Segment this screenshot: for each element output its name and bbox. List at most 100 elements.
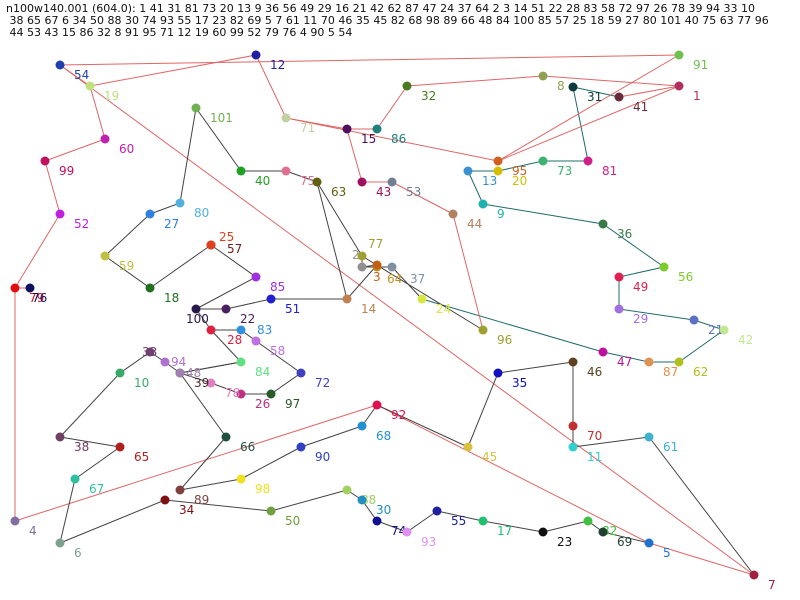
tour-edge-89-66: [179, 436, 227, 491]
node-93: [402, 527, 412, 537]
tour-edge-48-84: [179, 361, 242, 374]
node-label-86: 86: [391, 132, 406, 146]
node-31: [568, 82, 578, 92]
node-label-19: 19: [104, 89, 119, 103]
header-line: n100w140.001 (604.0): 1 41 31 81 73 20 1…: [6, 2, 755, 15]
tour-edge-3-14: [346, 264, 378, 300]
tour-edge-35-45: [467, 372, 499, 448]
node-79: [10, 283, 20, 293]
node-label-1: 1: [693, 89, 701, 103]
node-17: [478, 516, 488, 526]
tour-edge-54-19: [59, 64, 91, 87]
node-label-101: 101: [210, 111, 233, 125]
node-label-98: 98: [255, 482, 270, 496]
node-label-68: 68: [376, 429, 391, 443]
node-label-15: 15: [361, 132, 376, 146]
node-label-65: 65: [134, 450, 149, 464]
node-94: [160, 357, 170, 367]
tour-edge-90-98: [240, 446, 302, 480]
node-2: [357, 262, 367, 272]
tour-edge-77-96: [361, 255, 484, 331]
tour-edge-61-11: [572, 436, 650, 448]
node-99: [40, 156, 50, 166]
node-label-8: 8: [557, 79, 565, 93]
node-38: [55, 432, 65, 442]
node-label-11: 11: [587, 450, 602, 464]
node-48: [175, 368, 185, 378]
node-36: [598, 219, 608, 229]
tour-edge-73-20: [497, 160, 544, 172]
node-9: [478, 199, 488, 209]
node-62: [674, 357, 684, 367]
node-84: [236, 357, 246, 367]
node-label-60: 60: [119, 142, 134, 156]
tour-edge-54-7: [59, 64, 755, 576]
node-96: [478, 325, 488, 335]
node-86: [372, 124, 382, 134]
node-label-6: 6: [74, 546, 82, 560]
node-41: [614, 92, 624, 102]
tour-edge-58-72: [255, 340, 302, 374]
node-label-37: 37: [410, 272, 425, 286]
tour-edge-86-32: [376, 85, 408, 130]
tour-edge-23-82: [542, 520, 589, 533]
tour-edge-51-22: [225, 298, 272, 310]
node-label-93: 93: [421, 535, 436, 549]
node-24: [417, 294, 427, 304]
node-56: [659, 262, 669, 272]
tour-header: n100w140.001 (604.0): 1 41 31 81 73 20 1…: [6, 3, 796, 39]
node-44: [448, 209, 458, 219]
node-label-42: 42: [738, 333, 753, 347]
tour-edge-8-1: [542, 75, 680, 87]
tour-edge-21-42: [693, 319, 725, 331]
tour-edge-95-71: [285, 117, 499, 162]
node-label-20: 20: [512, 174, 527, 188]
node-77: [357, 251, 367, 261]
node-73: [538, 156, 548, 166]
node-21: [689, 315, 699, 325]
tour-edge-9-36: [482, 203, 604, 225]
node-82: [583, 516, 593, 526]
node-label-90: 90: [315, 450, 330, 464]
tour-edge-12-71: [255, 54, 287, 119]
tour-edge-1-41: [618, 85, 680, 98]
node-label-32: 32: [421, 89, 436, 103]
node-label-77: 77: [368, 237, 383, 251]
node-label-70: 70: [587, 429, 602, 443]
tour-edge-72-97: [270, 372, 302, 395]
node-label-3: 3: [373, 270, 381, 284]
node-label-83: 83: [257, 323, 272, 337]
node-100: [191, 304, 201, 314]
tour-edge-27-80: [149, 202, 181, 215]
node-37: [387, 262, 397, 272]
node-label-81: 81: [602, 164, 617, 178]
tour-edge-56-49: [618, 266, 665, 278]
node-label-95: 95: [512, 164, 527, 178]
node-88: [342, 485, 352, 495]
tour-edge-36-56: [602, 223, 665, 268]
node-label-89: 89: [194, 493, 209, 507]
node-label-87: 87: [663, 365, 678, 379]
header-line: 44 53 43 15 86 32 8 91 95 71 12 19 60 99…: [6, 26, 353, 39]
node-83: [236, 325, 246, 335]
node-label-18: 18: [164, 291, 179, 305]
node-label-59: 59: [119, 259, 134, 273]
tour-edge-41-31: [572, 86, 620, 98]
node-label-38: 38: [74, 440, 89, 454]
node-46: [568, 357, 578, 367]
node-label-35: 35: [512, 376, 527, 390]
node-34: [160, 495, 170, 505]
node-98: [236, 474, 246, 484]
tour-edge-69-5: [602, 531, 650, 544]
tour-edge-75-63: [285, 170, 318, 183]
node-28: [206, 325, 216, 335]
tour-edge-91-95: [497, 54, 680, 162]
node-label-63: 63: [331, 185, 346, 199]
node-label-94: 94: [171, 355, 186, 369]
node-label-91: 91: [693, 58, 708, 72]
node-label-58: 58: [270, 344, 285, 358]
tour-edge-31-81: [572, 86, 589, 162]
tour-edge-19-60: [89, 85, 106, 140]
node-63: [312, 177, 322, 187]
node-label-14: 14: [361, 302, 376, 316]
